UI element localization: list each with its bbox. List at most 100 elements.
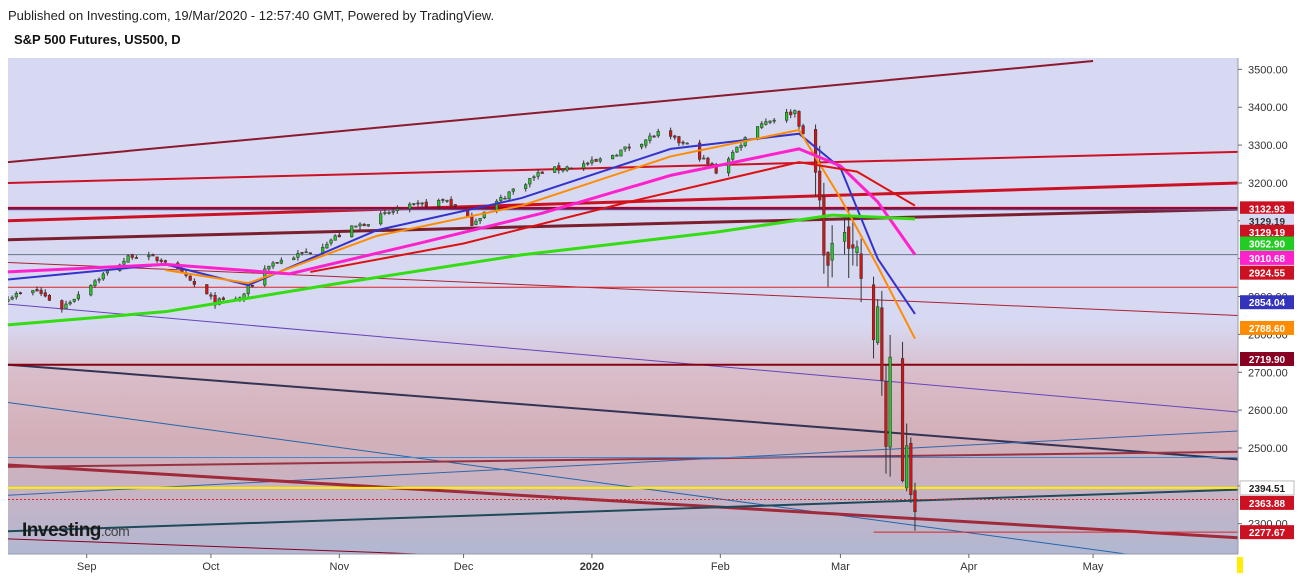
candle-body: [756, 126, 760, 139]
candle-body: [89, 285, 93, 296]
candle-body: [702, 157, 706, 160]
price-badge-label: 2277.67: [1249, 528, 1286, 539]
x-tick-label: 2020: [580, 561, 604, 573]
candle-body: [900, 358, 905, 482]
candle-body: [685, 142, 689, 145]
candle-body: [470, 215, 474, 226]
candle-body: [68, 301, 72, 305]
price-badge-label: 2363.88: [1249, 499, 1286, 510]
candle-body: [511, 188, 515, 192]
candle-body: [656, 131, 660, 137]
investing-logo[interactable]: Investing.com: [22, 520, 130, 542]
candle-body: [644, 139, 648, 146]
candle-body: [155, 256, 159, 261]
candle-body: [851, 244, 855, 249]
x-tick-label: Feb: [711, 561, 730, 573]
candle-body: [329, 239, 333, 244]
candle-body: [424, 201, 428, 207]
x-tick-label: Oct: [202, 561, 219, 573]
trend-line: [8, 181, 1238, 223]
candle-body: [822, 196, 826, 256]
candle-body: [391, 210, 395, 213]
price-badge: [1240, 352, 1294, 367]
time-axis[interactable]: Sep Oct Nov Dec 2020 Feb Mar Apr May: [77, 554, 1104, 573]
candle-body: [437, 199, 441, 207]
price-badge-label: 3129.19: [1249, 228, 1286, 239]
candle-body: [43, 292, 47, 297]
candle-body: [565, 166, 569, 171]
candle-body: [159, 259, 163, 262]
trend-line: [8, 450, 1238, 468]
trend-line: [8, 207, 1238, 242]
trend-line: [8, 402, 1130, 554]
candle-body: [76, 294, 80, 300]
candle-body: [553, 166, 557, 173]
candle-body: [275, 262, 279, 264]
plot-area: [8, 60, 1238, 554]
candle-body: [362, 223, 366, 227]
price-badge: [1240, 201, 1294, 216]
price-badge: [1240, 213, 1294, 228]
candle-body: [536, 172, 540, 177]
price-badge-label: 2854.04: [1249, 298, 1286, 309]
candle-body: [876, 306, 880, 343]
candle-body: [764, 121, 768, 125]
axis-corner-marker: [1237, 557, 1243, 573]
candle-body: [735, 146, 739, 153]
trend-line: [8, 150, 1238, 184]
candle-body: [561, 168, 565, 172]
candle-body: [192, 281, 196, 285]
price-badge: [1240, 236, 1294, 251]
candle-body: [768, 120, 772, 123]
candle-body: [97, 278, 101, 281]
candle-body: [279, 259, 283, 264]
candle-body: [379, 213, 383, 225]
price-badge-label: 3052.90: [1249, 240, 1286, 251]
trend-line: [8, 463, 1238, 540]
candle-body: [627, 146, 631, 149]
candle-body: [267, 265, 271, 270]
x-tick-label: Sep: [77, 561, 97, 573]
candle-body: [842, 232, 847, 242]
candle-body: [337, 234, 341, 238]
candle-body: [640, 143, 644, 148]
price-badge: [1239, 480, 1295, 496]
candle-body: [366, 224, 370, 227]
candle-body: [163, 260, 167, 263]
candle-body: [246, 285, 250, 295]
price-badge: [1240, 295, 1294, 310]
candle-body: [557, 165, 561, 171]
candle-body: [706, 157, 710, 164]
candle-body: [582, 163, 586, 169]
candle-body: [308, 252, 312, 255]
candle-body: [871, 284, 876, 341]
logo-suffix: .com: [100, 523, 130, 539]
candle-body: [31, 290, 35, 294]
price-badge-label: 3129.19: [1249, 217, 1286, 228]
candle-body: [532, 176, 536, 179]
candle-body: [205, 284, 209, 295]
y-tick-label: 2500.00: [1248, 443, 1288, 455]
candle-body: [395, 208, 399, 211]
candle-body: [304, 251, 308, 254]
candle-body: [652, 135, 656, 138]
moving-average-line: [8, 147, 917, 276]
candle-body: [250, 285, 254, 287]
trend-line: [8, 538, 432, 554]
candle-body: [801, 125, 805, 134]
candle-body: [416, 202, 420, 205]
candle-body: [18, 292, 23, 294]
candle-body: [47, 294, 51, 301]
published-caption: Published on Investing.com, 19/Mar/2020 …: [8, 8, 495, 23]
candle-body: [147, 254, 151, 258]
candle-body: [130, 254, 134, 258]
candle-body: [830, 242, 834, 261]
candle-body: [623, 146, 627, 150]
candle-body: [569, 167, 573, 170]
candle-body: [445, 200, 449, 202]
candle-body: [648, 135, 652, 141]
candle-body: [221, 297, 225, 300]
candle-body: [619, 149, 623, 157]
candle-body: [888, 356, 892, 448]
